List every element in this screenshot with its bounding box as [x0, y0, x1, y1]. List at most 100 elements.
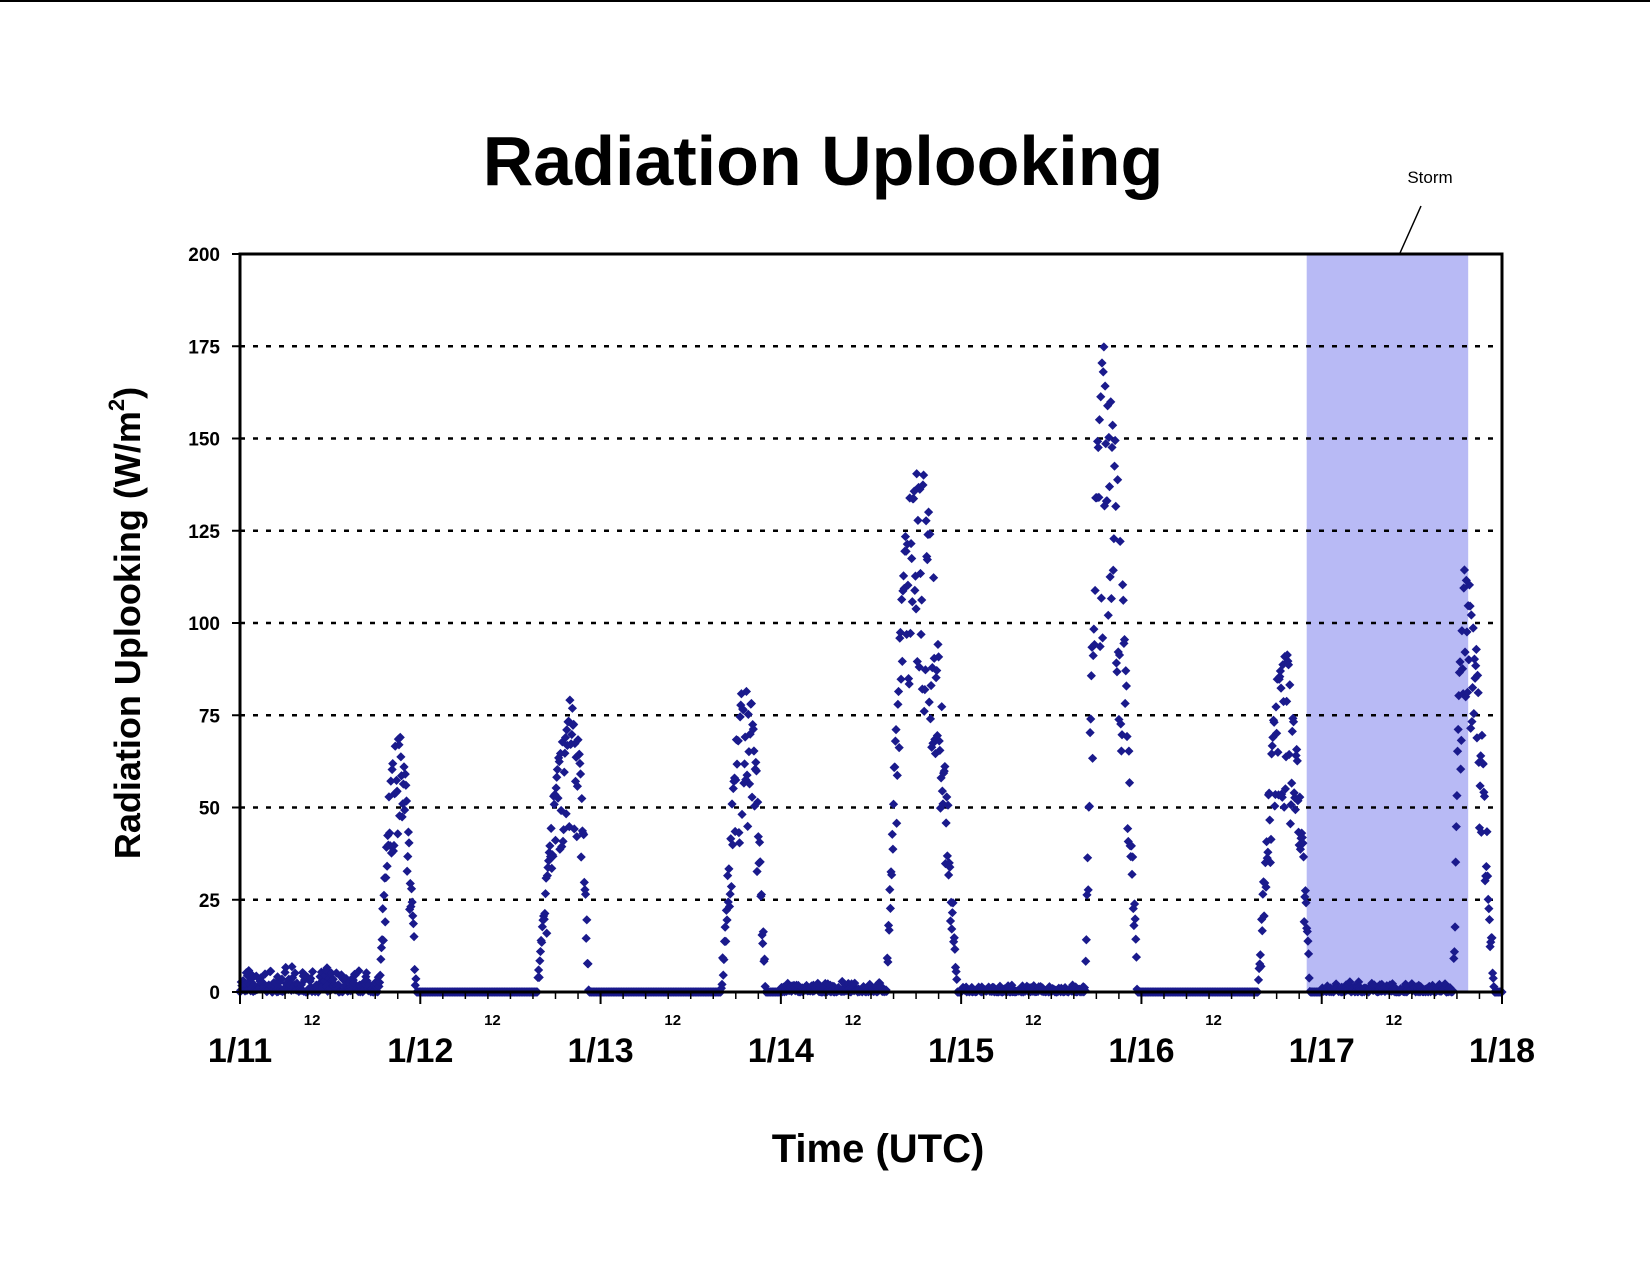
x-minor-tick-label: 12: [1025, 1012, 1042, 1029]
data-point: [935, 745, 945, 755]
data-point: [1484, 904, 1494, 914]
data-point: [756, 889, 767, 900]
data-point: [1111, 658, 1121, 668]
data-point: [742, 770, 752, 780]
data-point: [1257, 926, 1267, 936]
data-point: [1105, 572, 1115, 582]
data-point: [837, 976, 847, 987]
data-point: [932, 731, 942, 741]
data-point: [376, 943, 387, 953]
data-point: [1096, 593, 1106, 603]
data-point: [925, 529, 935, 539]
data-point: [315, 972, 325, 982]
data-point: [723, 897, 733, 907]
data-point: [722, 915, 732, 925]
data-point: [934, 736, 944, 746]
data-point: [926, 680, 936, 691]
data-point: [1123, 823, 1133, 834]
data-point: [927, 742, 937, 752]
data-point: [400, 769, 410, 779]
data-point: [919, 706, 929, 716]
data-point: [909, 486, 919, 496]
data-point: [386, 776, 396, 786]
x-major-tick-label: 1/16: [1108, 1032, 1174, 1070]
data-point: [1284, 749, 1294, 760]
data-point: [1264, 788, 1274, 798]
y-axis: 0 25 50 75 100 125 150 175 200: [188, 245, 240, 1004]
data-point: [1081, 935, 1091, 945]
data-point: [718, 970, 728, 980]
data-point: [1103, 610, 1113, 620]
data-point: [546, 823, 556, 833]
data-point: [1275, 672, 1285, 682]
data-point: [1465, 601, 1475, 611]
data-point: [1473, 688, 1483, 698]
data-point: [728, 840, 738, 850]
data-point: [1086, 714, 1096, 724]
data-point: [1109, 461, 1120, 471]
data-point: [900, 531, 911, 542]
data-point: [1106, 397, 1116, 407]
data-point: [943, 800, 953, 810]
data-point: [1103, 401, 1113, 411]
data-point: [1261, 882, 1271, 892]
data-point: [537, 937, 547, 947]
data-point: [374, 977, 385, 988]
data-point: [894, 743, 904, 753]
y-tick-label: 50: [199, 799, 220, 820]
data-point: [1469, 708, 1479, 719]
data-point: [390, 741, 400, 751]
data-point: [920, 665, 931, 675]
data-point: [1107, 442, 1117, 453]
data-point: [1279, 802, 1289, 812]
data-point: [746, 698, 757, 709]
data-point: [915, 484, 925, 494]
data-point: [1106, 593, 1116, 604]
data-point: [907, 553, 917, 564]
data-point: [537, 922, 547, 932]
data-point: [1276, 683, 1286, 693]
y-axis-label-main: Radiation Uplooking (W/m: [107, 411, 148, 859]
data-point: [734, 838, 745, 848]
data-point: [401, 780, 411, 790]
x-major-tick-label: 1/14: [748, 1032, 814, 1070]
data-point: [274, 977, 285, 987]
data-point: [1130, 914, 1140, 924]
data-point: [1479, 791, 1490, 801]
data-point: [569, 824, 579, 834]
data-point: [1285, 680, 1295, 690]
data-point: [893, 699, 903, 709]
data-point: [893, 686, 904, 697]
data-point: [783, 978, 793, 988]
data-point: [928, 738, 938, 748]
data-point: [736, 700, 746, 710]
data-point: [936, 773, 946, 783]
data-point: [1102, 496, 1112, 506]
data-point: [949, 937, 959, 947]
data-point: [1434, 979, 1445, 990]
data-point: [951, 966, 961, 977]
data-point: [1258, 889, 1268, 899]
data-point: [1462, 627, 1472, 637]
data-point: [1124, 778, 1135, 788]
data-point: [573, 735, 583, 745]
data-point: [565, 695, 575, 705]
data-point: [410, 980, 420, 990]
data-point: [1114, 650, 1125, 660]
data-point: [885, 885, 895, 895]
data-point: [938, 799, 948, 809]
data-point: [1270, 801, 1280, 811]
data-point: [308, 967, 318, 977]
data-point: [577, 793, 587, 804]
data-point: [915, 568, 926, 579]
data-point: [1260, 858, 1270, 868]
data-point: [927, 663, 937, 673]
data-point: [892, 818, 902, 828]
data-point: [747, 792, 757, 802]
data-point: [354, 966, 364, 976]
data-point: [251, 971, 261, 981]
data-point: [1407, 979, 1417, 989]
data-point: [793, 980, 803, 991]
data-point: [1108, 420, 1118, 430]
